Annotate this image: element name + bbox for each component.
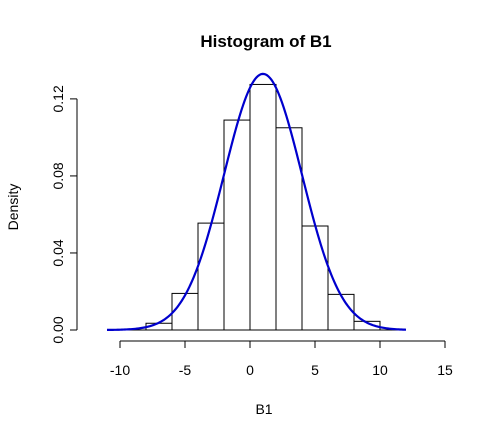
histogram-bars — [120, 83, 406, 331]
y-axis: 0.00 0.04 0.08 0.12 — [50, 85, 78, 344]
chart-title: Histogram of B1 — [200, 32, 331, 51]
density-curve — [106, 72, 407, 332]
histogram-bar — [249, 83, 277, 331]
y-tick-label: 0.00 — [50, 316, 66, 343]
x-axis-label: B1 — [255, 401, 272, 417]
y-tick-label: 0.08 — [50, 162, 66, 189]
x-tick-label: -10 — [110, 362, 130, 378]
x-tick-label: 5 — [311, 362, 319, 378]
y-tick-label: 0.12 — [50, 85, 66, 112]
histogram-bar — [197, 222, 225, 331]
x-tick-label: -5 — [179, 362, 192, 378]
x-tick-label: 15 — [437, 362, 453, 378]
y-tick-label: 0.04 — [50, 239, 66, 266]
histogram-bar — [171, 292, 199, 331]
histogram-bar — [223, 119, 251, 331]
y-axis-label: Density — [5, 184, 21, 231]
density-curve-layer — [106, 72, 407, 332]
histogram-bar — [301, 225, 329, 331]
x-tick-label: 10 — [372, 362, 388, 378]
x-tick-label: 0 — [246, 362, 254, 378]
histogram-bar — [327, 293, 355, 331]
x-axis: -10 -5 0 5 10 15 — [110, 340, 453, 378]
